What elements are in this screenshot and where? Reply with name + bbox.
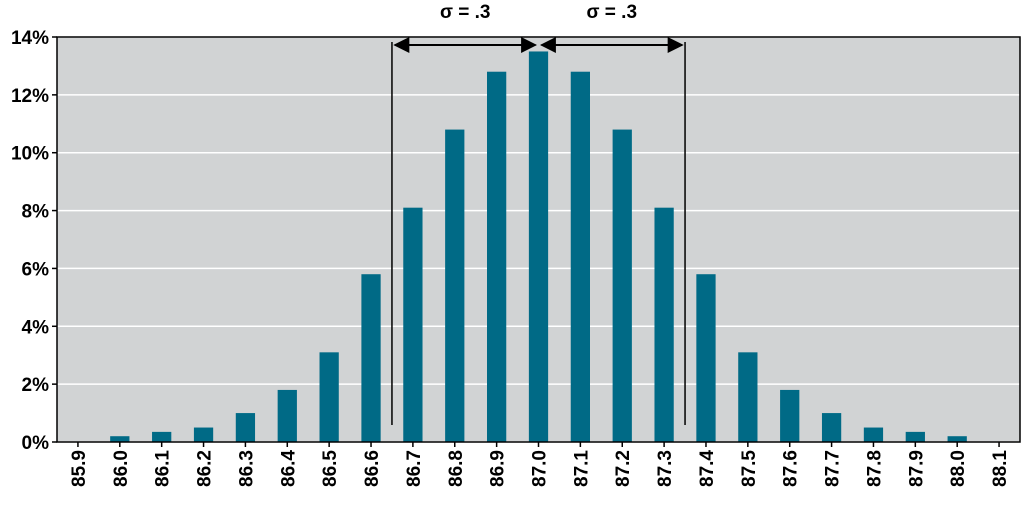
bar [193, 427, 214, 442]
x-tick-label: 86.9 [488, 450, 509, 487]
x-tick-label: 86.8 [446, 450, 467, 487]
bar [570, 71, 590, 442]
x-tick-label: 86.2 [195, 450, 216, 487]
y-tick-label: 10% [11, 144, 49, 165]
bar [403, 207, 423, 442]
x-tick-label: 86.4 [278, 450, 299, 487]
x-tick-label: 88.1 [990, 450, 1011, 487]
y-tick-label: 14% [11, 28, 49, 49]
x-tick-label: 87.8 [864, 450, 885, 487]
y-tick-label: 8% [22, 202, 50, 223]
x-tick-label: 86.3 [236, 450, 257, 487]
x-tick-label: 86.6 [362, 450, 383, 487]
x-tick-label: 86.0 [111, 450, 132, 487]
bar [738, 352, 758, 442]
x-tick-label: 85.9 [69, 450, 90, 487]
bar [528, 51, 549, 442]
bar [361, 274, 381, 442]
bar [947, 436, 967, 442]
x-tick-label: 87.1 [571, 450, 592, 487]
y-tick-label: 2% [22, 375, 50, 396]
bar [654, 207, 674, 442]
bar [277, 389, 297, 442]
bar [152, 431, 172, 442]
bar [863, 427, 884, 442]
x-tick-label: 87.9 [906, 450, 927, 487]
bar [905, 431, 925, 442]
bar [780, 389, 800, 442]
bar [696, 274, 716, 442]
x-tick-label: 87.5 [739, 450, 760, 487]
x-tick-label: 87.6 [781, 450, 802, 487]
bar [445, 129, 465, 443]
x-tick-label: 87.4 [697, 450, 718, 487]
annotation: σ = .3 [587, 2, 638, 23]
x-tick-label: 87.3 [655, 450, 676, 487]
bar [235, 413, 256, 442]
y-tick-label: 6% [22, 259, 50, 280]
x-tick-label: 87.0 [530, 450, 551, 487]
bar [487, 71, 507, 442]
annotation: σ = .3 [440, 2, 491, 23]
bar [319, 352, 339, 442]
x-tick-label: 86.1 [153, 450, 174, 487]
x-tick-label: 87.7 [823, 450, 844, 487]
bar [612, 129, 632, 443]
bar [110, 436, 130, 442]
x-tick-label: 88.0 [948, 450, 969, 487]
y-tick-label: 0% [22, 433, 50, 454]
x-tick-label: 86.5 [320, 450, 341, 487]
x-tick-label: 86.7 [404, 450, 425, 487]
x-tick-label: 87.2 [613, 450, 634, 487]
y-tick-label: 4% [22, 317, 50, 338]
y-tick-label: 12% [11, 86, 49, 107]
bar [821, 413, 842, 442]
